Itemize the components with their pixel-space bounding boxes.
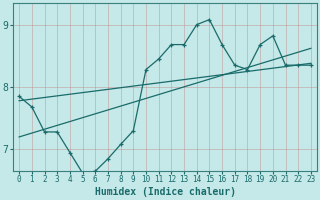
X-axis label: Humidex (Indice chaleur): Humidex (Indice chaleur) [94,187,236,197]
